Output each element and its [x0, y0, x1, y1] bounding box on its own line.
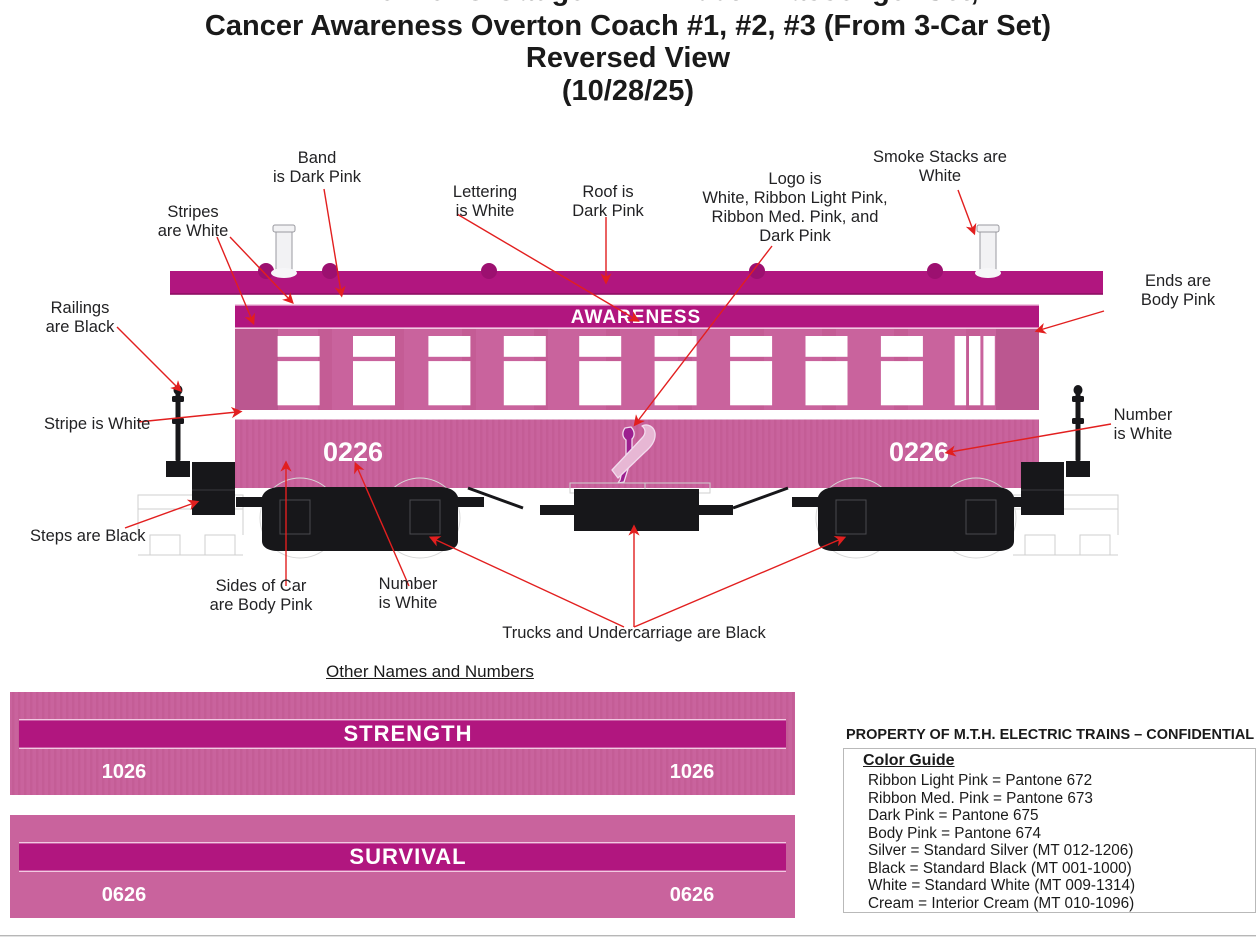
- svg-text:0626: 0626: [670, 884, 715, 906]
- svg-text:1026: 1026: [102, 761, 147, 783]
- svg-text:SURVIVAL: SURVIVAL: [349, 844, 466, 869]
- svg-text:1026: 1026: [670, 761, 715, 783]
- svg-text:0626: 0626: [102, 884, 147, 906]
- svg-text:STRENGTH: STRENGTH: [344, 721, 473, 746]
